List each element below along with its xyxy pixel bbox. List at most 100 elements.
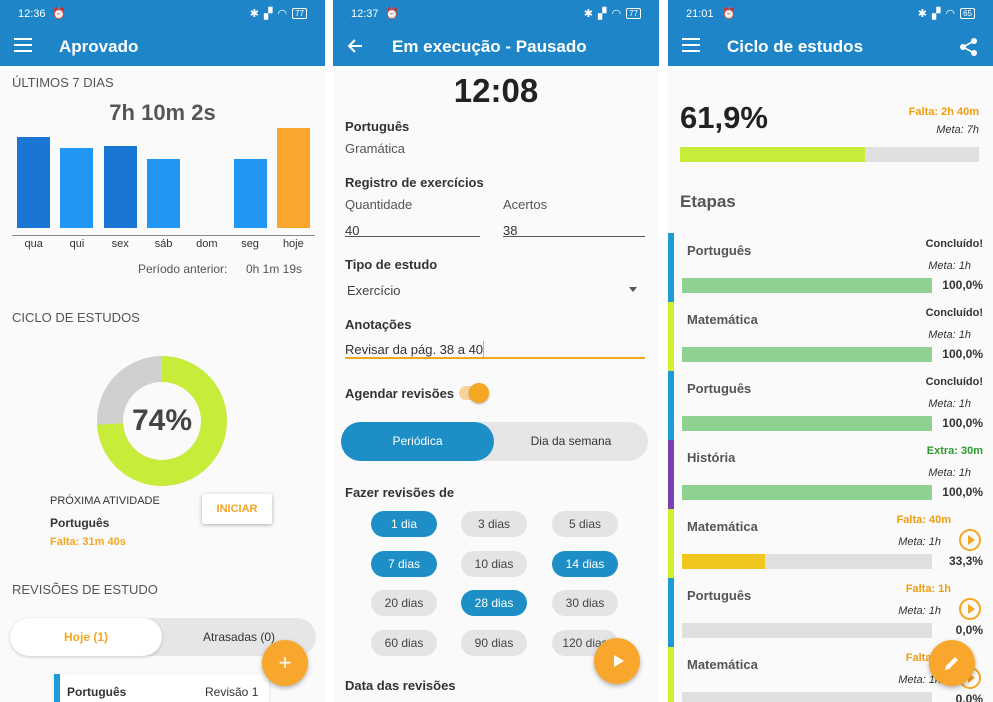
app-title: Em execução - Pausado [392, 37, 587, 56]
status-time: 21:01 [686, 8, 714, 20]
review-item-stripe [54, 674, 60, 702]
week-bar-chart [12, 128, 315, 228]
schedule-reviews-toggle[interactable] [459, 383, 489, 403]
review-day-chip[interactable]: 90 dias [461, 629, 527, 656]
schedule-reviews-label: Agendar revisões [345, 386, 455, 401]
stage-status: Extra: 30m [926, 445, 983, 457]
stage-status: Concluído! [925, 307, 983, 319]
play-circle-icon[interactable] [959, 529, 981, 551]
bluetooth-icon: ✱ [917, 8, 928, 20]
tab-today[interactable]: Hoje (1) [63, 630, 108, 644]
edit-fab[interactable] [929, 640, 975, 686]
stage-percent: 33,3% [948, 554, 983, 568]
quantity-label: Quantidade [345, 197, 413, 212]
battery-icon: 77 [292, 8, 307, 19]
signal-icon: ▞ [264, 8, 273, 20]
week-heading: ÚLTIMOS 7 DIAS [12, 75, 114, 90]
week-tick-label: qua [24, 238, 43, 250]
overall-percent: 61,9% [680, 100, 768, 135]
review-day-chip[interactable]: 28 dias [461, 590, 527, 616]
stage-progress-bar [682, 485, 932, 500]
status-bar: 12:36 ⏰ ✱ ▞ ◠ 77 [0, 0, 325, 28]
stage-goal: Meta: 1h [928, 329, 971, 341]
study-type-select[interactable]: Exercício [345, 278, 645, 300]
week-bar [60, 148, 94, 228]
quantity-field[interactable]: 40 [345, 223, 360, 238]
signal-icon: ▞ [932, 8, 941, 20]
hits-label: Acertos [503, 197, 548, 212]
share-icon[interactable] [959, 37, 979, 57]
week-bar [233, 159, 267, 228]
week-tick-label: sex [111, 238, 129, 250]
screen-dashboard: 12:36 ⏰ ✱ ▞ ◠ 77 Aprovado ÚLTIMOS 7 DIAS… [0, 0, 325, 702]
notes-field[interactable]: Revisar da pág. 38 a 40 [345, 342, 484, 357]
stage-color-stripe [668, 302, 674, 371]
app-title: Aprovado [59, 37, 139, 56]
tab-periodic[interactable]: Periódica [392, 434, 443, 448]
status-time: 12:36 [18, 8, 46, 20]
week-bar [103, 146, 137, 228]
add-fab[interactable]: + [262, 640, 308, 686]
previous-period-label: Período anterior: [138, 262, 228, 276]
stage-progress-bar [682, 623, 932, 638]
signal-icon: ▞ [598, 8, 607, 20]
exercises-heading: Registro de exercícios [345, 175, 484, 190]
stage-row[interactable]: História Extra: 30m Meta: 1h 100,0% [668, 440, 993, 509]
play-circle-icon[interactable] [959, 598, 981, 620]
tab-late[interactable]: Atrasadas (0) [202, 630, 276, 644]
stage-row[interactable]: Português Concluído! Meta: 1h 100,0% [668, 371, 993, 440]
review-day-chip[interactable]: 20 dias [371, 590, 437, 616]
overall-missing: Falta: 2h 40m [908, 106, 979, 118]
hits-field[interactable]: 38 [503, 223, 518, 238]
stage-status: Concluído! [925, 238, 983, 250]
review-day-chip[interactable]: 30 dias [552, 590, 618, 616]
review-day-chip[interactable]: 5 dias [552, 511, 618, 537]
stage-progress-fill [682, 485, 932, 500]
stage-progress-bar [682, 347, 932, 362]
overall-progress-fill [680, 147, 866, 162]
notes-heading: Anotações [345, 317, 412, 332]
review-day-chip[interactable]: 14 dias [552, 550, 618, 577]
week-bar [17, 137, 51, 228]
previous-period-value: 0h 1m 19s [246, 262, 303, 276]
chart-baseline [12, 235, 315, 236]
stage-status: Concluído! [925, 376, 983, 388]
start-button[interactable]: INICIAR [202, 494, 272, 524]
menu-icon[interactable] [14, 38, 32, 52]
review-day-chip[interactable]: 1 dia [371, 511, 437, 537]
wifi-icon: ◠ [277, 8, 288, 20]
menu-icon[interactable] [682, 38, 700, 52]
stage-row[interactable]: Matemática Concluído! Meta: 1h 100,0% [668, 302, 993, 371]
review-item-subject: Português [67, 685, 127, 699]
review-day-chip[interactable]: 7 dias [371, 550, 437, 577]
stage-row[interactable]: Matemática Falta: 40m Meta: 1h 33,3% [668, 509, 993, 578]
stage-percent: 100,0% [942, 416, 983, 430]
wifi-icon: ◠ [945, 8, 956, 20]
stage-color-stripe [668, 647, 674, 702]
review-day-chip[interactable]: 3 dias [461, 511, 527, 537]
stage-subject: Matemática [687, 312, 758, 327]
stage-goal: Meta: 1h [898, 605, 941, 617]
overall-goal: Meta: 7h [936, 124, 979, 136]
battery-icon: 65 [960, 8, 975, 19]
stage-row[interactable]: Português Falta: 1h Meta: 1h 0,0% [668, 578, 993, 647]
stage-percent: 100,0% [942, 347, 983, 361]
stage-subject: Português [687, 243, 752, 258]
stage-color-stripe [668, 509, 674, 578]
stage-percent: 0,0% [955, 692, 983, 702]
stage-progress-bar [682, 692, 932, 702]
stage-row[interactable]: Português Concluído! Meta: 1h 100,0% [668, 233, 993, 302]
donut-progress [97, 356, 227, 486]
battery-icon: 77 [626, 8, 641, 19]
arrow-left-icon[interactable] [347, 38, 363, 54]
review-list-item[interactable]: Português Revisão 1 [54, 674, 269, 702]
review-day-chip[interactable]: 10 dias [461, 550, 527, 577]
tab-weekday[interactable]: Dia da semana [530, 434, 612, 448]
play-fab[interactable] [594, 638, 640, 684]
app-bar: Aprovado [0, 28, 325, 66]
review-days-grid: 1 dia 3 dias 5 dias 7 dias 10 dias 14 dias 20 … [333, 0, 659, 702]
review-mode-tabs: Periódica Dia da semana [341, 422, 648, 461]
review-day-chip[interactable]: 60 dias [371, 629, 437, 656]
pencil-icon [945, 657, 958, 670]
